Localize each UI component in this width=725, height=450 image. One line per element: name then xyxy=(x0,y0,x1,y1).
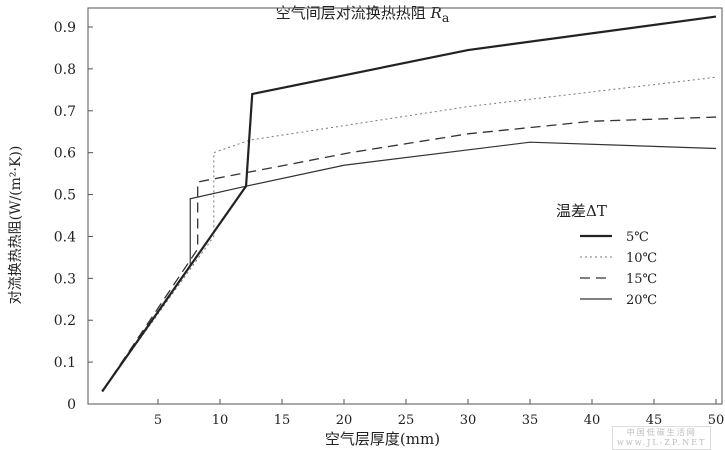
y-tick-label: 0.5 xyxy=(54,188,76,204)
y-tick-label: 0.9 xyxy=(54,20,76,36)
legend-label: 20℃ xyxy=(626,293,657,308)
x-tick-label: 50 xyxy=(708,413,725,428)
x-tick-label: 5 xyxy=(154,413,162,428)
legend-label: 5℃ xyxy=(626,230,649,245)
series-line-10℃ xyxy=(101,76,717,392)
y-axis-label: 对流换热热阻(W/(m²·K)) xyxy=(8,145,24,305)
legend-label: 10℃ xyxy=(626,251,657,266)
x-tick-label: 35 xyxy=(522,413,539,428)
y-tick-label: 0.8 xyxy=(54,62,76,78)
x-tick-label: 40 xyxy=(584,413,601,428)
x-tick-label: 30 xyxy=(460,413,477,428)
legend-title: 温差ΔT xyxy=(556,202,607,220)
x-tick-label: 20 xyxy=(336,413,353,428)
y-tick-label: 0.4 xyxy=(54,229,76,245)
y-tick-label: 0.3 xyxy=(54,271,76,287)
y-tick-label: 0.2 xyxy=(54,313,76,329)
axes-frame xyxy=(87,7,723,405)
y-tick-label: 0.1 xyxy=(54,355,76,371)
x-tick-label: 25 xyxy=(398,413,415,428)
y-tick-label: 0 xyxy=(67,397,76,413)
series-line-20℃ xyxy=(101,141,717,392)
x-axis-label: 空气层厚度(mm) xyxy=(324,430,441,448)
x-tick-label: 15 xyxy=(274,413,291,428)
x-tick-label: 10 xyxy=(212,413,229,428)
series-line-15℃ xyxy=(101,116,717,392)
watermark: 中国低碳生活网 www.JL-ZP.NET xyxy=(612,426,712,450)
y-tick-label: 0.6 xyxy=(54,146,76,162)
y-tick-label: 0.7 xyxy=(54,104,76,120)
x-tick-label: 45 xyxy=(646,413,663,428)
series-line-5℃ xyxy=(101,15,717,393)
legend-label: 15℃ xyxy=(626,272,657,287)
